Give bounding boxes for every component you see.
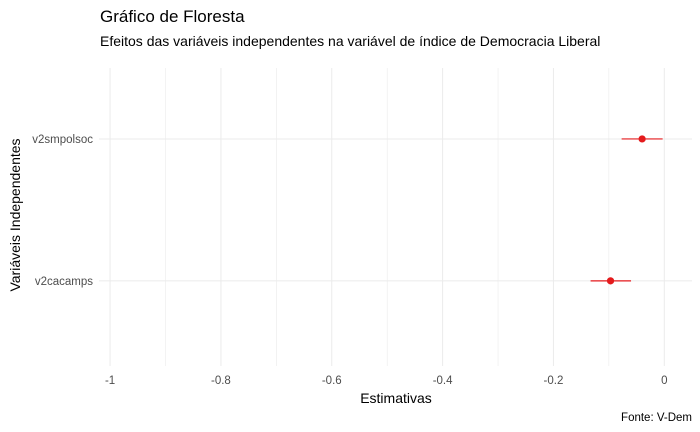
estimates (590, 135, 663, 285)
x-tick-label: -0.4 (433, 375, 453, 387)
x-tick-label: -0.6 (322, 375, 342, 387)
x-tick-label: 0 (661, 375, 667, 387)
x-tick-label: -0.2 (544, 375, 564, 387)
chart-title: Gráfico de Floresta (100, 7, 245, 26)
chart-subtitle: Efeitos das variáveis independentes na v… (100, 33, 600, 49)
gridlines (99, 68, 692, 366)
x-tick-label: -0.8 (211, 375, 231, 387)
y-tick-label: v2smpolsoc (32, 134, 93, 146)
y-tick-label: v2cacamps (35, 276, 93, 288)
estimate-point (606, 277, 615, 285)
caption: Fonte: V-Dem (621, 412, 692, 424)
y-tick-labels: v2smpolsoc v2cacamps (32, 134, 93, 288)
x-tick-label: -1 (105, 375, 115, 387)
x-tick-labels: -1 -0.8 -0.6 -0.4 -0.2 0 (105, 375, 668, 387)
x-axis-title: Estimativas (360, 390, 432, 406)
estimate-point (638, 135, 646, 143)
y-axis-title: Variáveis Independentes (7, 138, 23, 291)
